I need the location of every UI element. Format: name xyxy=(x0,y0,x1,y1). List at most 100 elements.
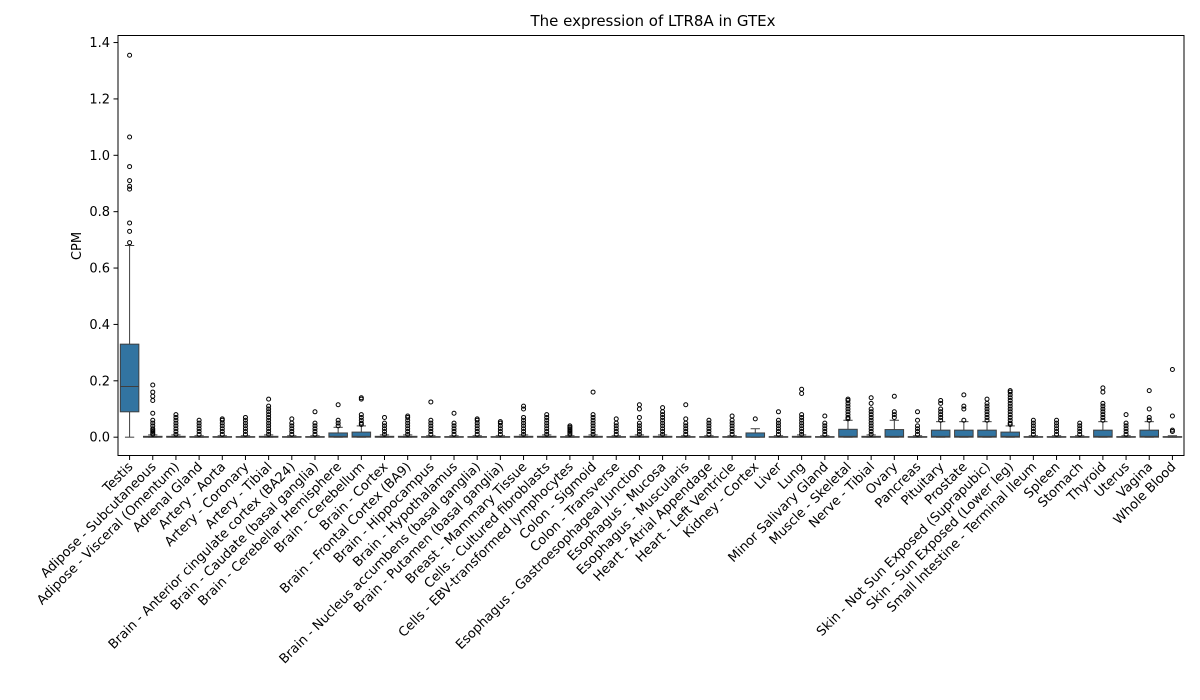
outlier-point xyxy=(636,423,642,429)
outlier-point xyxy=(845,406,851,412)
outlier-point xyxy=(1123,423,1129,429)
outlier-point xyxy=(289,429,295,435)
box-group xyxy=(490,419,511,438)
outlier-point xyxy=(405,431,411,437)
outlier-point xyxy=(799,423,805,429)
outlier-point xyxy=(613,420,619,426)
outlier-point xyxy=(474,416,480,422)
outlier-point xyxy=(984,396,990,402)
outlier-point xyxy=(636,406,642,412)
outlier-point xyxy=(799,417,805,423)
outlier-point xyxy=(474,431,480,437)
y-tick-label: 0.4 xyxy=(89,318,110,333)
outlier-point xyxy=(428,420,434,426)
box xyxy=(838,428,858,438)
box-group xyxy=(1116,412,1136,438)
outlier-point xyxy=(173,429,179,435)
outlier-point xyxy=(521,406,527,412)
outlier-point xyxy=(729,417,735,423)
outlier-point xyxy=(775,429,781,435)
outlier-point xyxy=(428,423,434,429)
outlier-point xyxy=(127,134,133,140)
outlier-point xyxy=(938,409,944,415)
box-group xyxy=(212,416,233,438)
outlier-point xyxy=(405,413,411,419)
outlier-point xyxy=(289,426,295,432)
outlier-point xyxy=(521,417,527,423)
outlier-point xyxy=(590,420,596,426)
outlier-point xyxy=(289,431,295,437)
outlier-point xyxy=(1146,388,1152,394)
outlier-point xyxy=(799,414,805,420)
outlier-point xyxy=(845,409,851,415)
outlier-point xyxy=(150,398,156,404)
outlier-point xyxy=(567,423,573,429)
outlier-point xyxy=(521,431,527,437)
box-group xyxy=(930,398,951,438)
outlier-point xyxy=(266,420,272,426)
box-group xyxy=(513,403,534,438)
box-group xyxy=(606,416,627,438)
outlier-point xyxy=(1007,420,1013,426)
box-group xyxy=(861,395,881,438)
outlier-point xyxy=(822,426,828,432)
outlier-point xyxy=(1100,403,1106,409)
outlier-point xyxy=(1100,406,1106,412)
box xyxy=(884,429,905,438)
outlier-point xyxy=(242,423,248,429)
outlier-point xyxy=(358,414,364,420)
outlier-point xyxy=(590,389,596,395)
outlier-point xyxy=(474,423,480,429)
outlier-point xyxy=(312,420,318,426)
outlier-point xyxy=(173,423,179,429)
outlier-point xyxy=(938,417,944,423)
outlier-point xyxy=(1030,423,1036,429)
outlier-point xyxy=(775,409,781,415)
outlier-point xyxy=(938,398,944,404)
outlier-point xyxy=(544,420,550,426)
outlier-point xyxy=(775,417,781,423)
outlier-point xyxy=(775,426,781,432)
outlier-point xyxy=(335,420,341,426)
outlier-point xyxy=(173,431,179,437)
outlier-point xyxy=(544,429,550,435)
outlier-point xyxy=(196,431,202,437)
outlier-point xyxy=(613,426,619,432)
box-group xyxy=(791,386,812,438)
outlier-point xyxy=(1054,417,1060,423)
outlier-point xyxy=(799,412,805,418)
outlier-point xyxy=(289,416,295,422)
outlier-point xyxy=(636,431,642,437)
outlier-point xyxy=(405,426,411,432)
outlier-point xyxy=(242,417,248,423)
box-group xyxy=(444,410,464,438)
outlier-point xyxy=(173,426,179,432)
box-group xyxy=(467,416,487,438)
box-group xyxy=(1000,388,1020,438)
box-group xyxy=(768,409,789,438)
outlier-point xyxy=(196,417,202,423)
outlier-point xyxy=(590,426,596,432)
outlier-point xyxy=(1146,417,1152,423)
outlier-point xyxy=(127,178,133,184)
outlier-point xyxy=(799,386,805,392)
box-group xyxy=(954,392,974,438)
outlier-point xyxy=(1077,420,1083,426)
outlier-point xyxy=(1077,426,1083,432)
outlier-point xyxy=(127,52,133,58)
outlier-point xyxy=(660,431,666,437)
outlier-point xyxy=(1030,426,1036,432)
outlier-point xyxy=(451,420,457,426)
outlier-point xyxy=(660,414,666,420)
outlier-point xyxy=(891,393,897,399)
outlier-point xyxy=(173,414,179,420)
outlier-point xyxy=(266,406,272,412)
box-group xyxy=(328,402,348,438)
outlier-point xyxy=(938,412,944,418)
outlier-point xyxy=(150,423,156,429)
outlier-point xyxy=(150,426,156,432)
outlier-point xyxy=(590,417,596,423)
outlier-point xyxy=(1030,431,1036,437)
outlier-point xyxy=(335,423,341,429)
box-group xyxy=(1046,417,1067,438)
